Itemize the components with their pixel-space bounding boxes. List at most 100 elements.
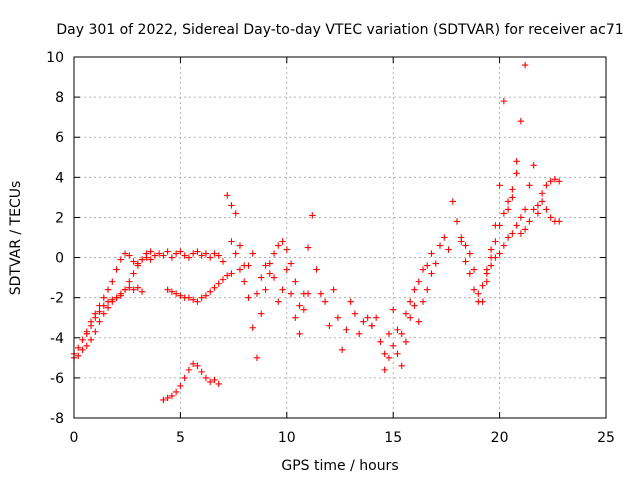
- data-point: [92, 328, 99, 335]
- x-tick-labels: 0 5 10 15 20 25: [70, 430, 615, 446]
- data-point: [538, 190, 546, 197]
- data-point: [449, 198, 456, 205]
- data-point: [517, 230, 525, 237]
- data-point: [424, 262, 431, 269]
- data-point: [415, 278, 422, 285]
- data-point: [479, 282, 486, 289]
- data-point: [466, 250, 474, 257]
- data-point: [509, 230, 516, 237]
- data-point: [407, 298, 414, 305]
- data-point: [509, 186, 516, 193]
- data-point: [83, 330, 90, 337]
- data-points: [70, 61, 563, 404]
- data-point: [113, 294, 120, 301]
- data-point: [211, 250, 218, 257]
- data-point: [224, 272, 231, 279]
- data-point: [330, 286, 337, 293]
- y-tick-label: 2: [55, 210, 64, 226]
- series-track-c: [83, 254, 154, 337]
- data-point: [517, 214, 525, 221]
- data-point: [458, 238, 465, 245]
- data-point: [83, 342, 90, 349]
- data-point: [470, 286, 478, 293]
- data-point: [160, 252, 167, 259]
- plot-frame: [73, 56, 607, 419]
- data-point: [126, 252, 133, 259]
- data-point: [326, 322, 333, 329]
- data-point: [321, 298, 329, 305]
- data-point: [313, 266, 320, 273]
- data-point: [526, 218, 533, 225]
- y-tick-label: -6: [50, 371, 64, 387]
- data-point: [172, 388, 180, 396]
- data-point: [287, 260, 295, 267]
- data-point: [521, 206, 529, 213]
- data-point: [534, 210, 542, 217]
- x-tick-label: 25: [597, 430, 615, 446]
- data-point: [185, 294, 193, 301]
- data-point: [483, 270, 491, 277]
- data-point: [194, 248, 201, 255]
- data-point: [258, 274, 265, 281]
- data-point: [117, 292, 125, 299]
- data-point: [215, 280, 222, 287]
- data-point: [338, 346, 346, 354]
- data-point: [109, 278, 116, 285]
- x-axis-label: GPS time / hours: [281, 458, 398, 474]
- data-point: [189, 250, 197, 257]
- data-point: [236, 242, 244, 249]
- data-point: [368, 322, 376, 329]
- y-axis-label: SDTVAR / TECUs: [8, 181, 24, 296]
- data-point: [547, 214, 554, 221]
- data-point: [411, 302, 418, 309]
- data-point: [543, 206, 550, 213]
- series-track-h: [368, 234, 452, 370]
- data-point: [411, 286, 418, 293]
- data-point: [555, 178, 563, 185]
- data-point: [424, 286, 431, 293]
- data-point: [487, 262, 495, 269]
- data-point: [462, 242, 469, 249]
- series-track-e: [160, 360, 222, 404]
- data-point: [147, 256, 154, 263]
- data-point: [241, 278, 248, 285]
- y-tick-labels: -8 -6 -4 -2 0 2 4 6 8 10: [46, 50, 64, 427]
- data-point: [530, 162, 537, 169]
- data-point: [164, 394, 171, 402]
- data-point: [385, 330, 393, 337]
- data-point: [475, 298, 482, 305]
- y-tick-label: 6: [55, 130, 64, 146]
- data-point: [253, 354, 261, 362]
- data-point: [500, 210, 508, 217]
- data-point: [147, 248, 154, 255]
- data-point: [509, 194, 516, 201]
- data-point: [228, 202, 235, 209]
- data-point: [198, 252, 205, 259]
- data-point: [236, 266, 244, 273]
- data-point: [215, 252, 222, 259]
- data-point: [415, 318, 422, 325]
- data-point: [100, 310, 107, 317]
- data-point: [189, 296, 197, 303]
- data-point: [381, 350, 388, 358]
- data-point: [258, 310, 265, 317]
- data-point: [483, 278, 491, 285]
- data-point: [360, 318, 367, 325]
- y-tick-label: -4: [50, 331, 64, 347]
- data-point: [347, 298, 354, 305]
- data-point: [534, 202, 542, 209]
- data-point: [526, 182, 533, 189]
- data-point: [266, 270, 273, 277]
- data-point: [249, 324, 256, 331]
- data-point: [407, 314, 414, 321]
- data-point: [79, 346, 86, 354]
- x-tick-label: 0: [70, 430, 79, 446]
- data-point: [185, 254, 193, 261]
- data-point: [547, 178, 554, 185]
- data-point: [292, 314, 299, 321]
- data-point: [402, 310, 410, 317]
- x-tick-label: 15: [384, 430, 402, 446]
- data-point: [270, 250, 278, 257]
- data-point: [487, 246, 495, 253]
